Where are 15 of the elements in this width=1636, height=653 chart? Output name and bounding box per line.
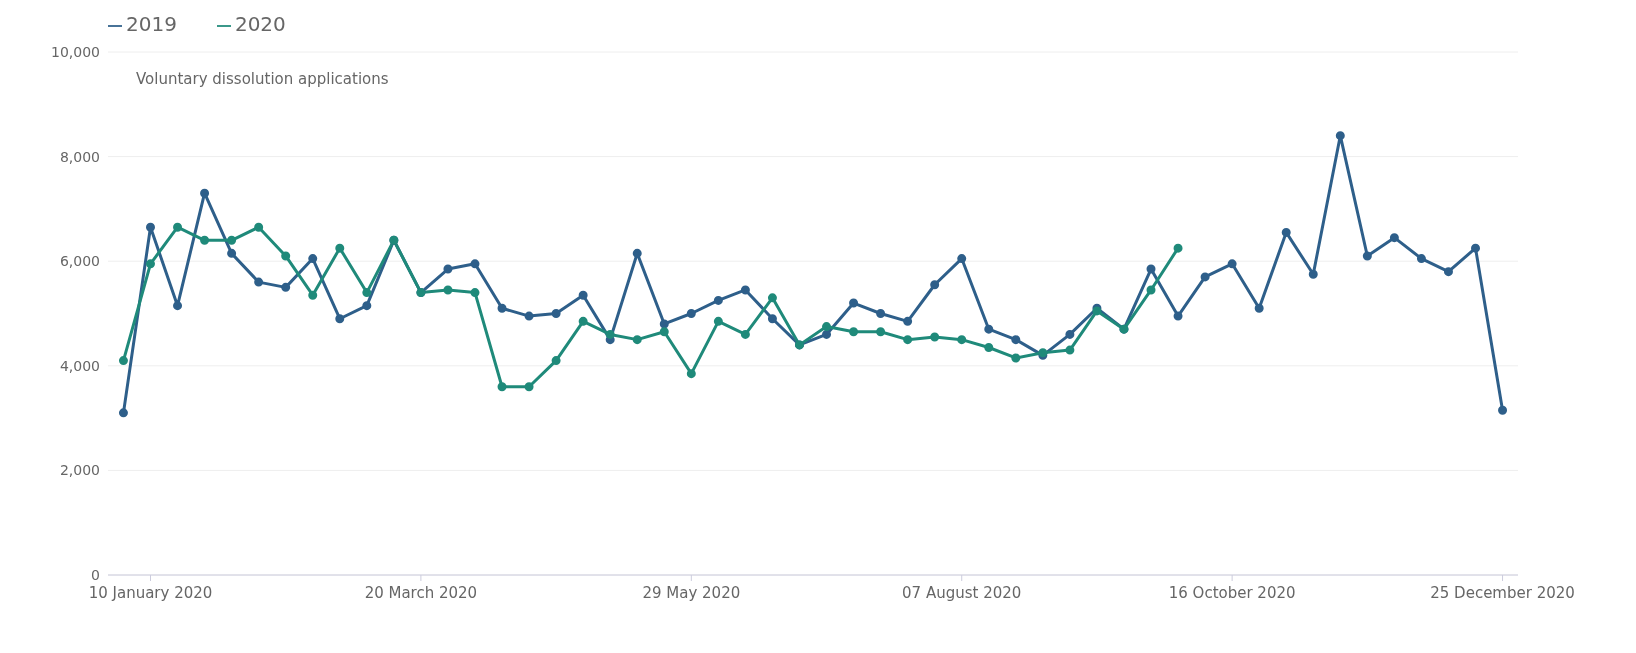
y-tick-label: 0 [91, 566, 100, 583]
x-tick-label: 10 January 2020 [88, 583, 213, 602]
x-tick-label: 25 December 2020 [1430, 583, 1575, 602]
y-tick-label: 2,000 [59, 462, 100, 479]
x-tick-label: 16 October 2020 [1168, 583, 1296, 602]
legend-label: 2019 [126, 12, 177, 36]
legend-label: 2020 [234, 12, 286, 36]
y-tick-label: 10,000 [51, 43, 100, 60]
y-tick-label: 6,000 [59, 253, 100, 270]
y-tick-label: 4,000 [59, 357, 100, 374]
y-tick-label: 8,000 [59, 148, 100, 165]
y-axis-title: Voluntary dissolution applications [136, 70, 389, 88]
x-tick-label: 20 March 2020 [364, 583, 478, 602]
x-tick-label: 07 August 2020 [902, 583, 1022, 602]
x-tick-label: 29 May 2020 [642, 583, 741, 602]
